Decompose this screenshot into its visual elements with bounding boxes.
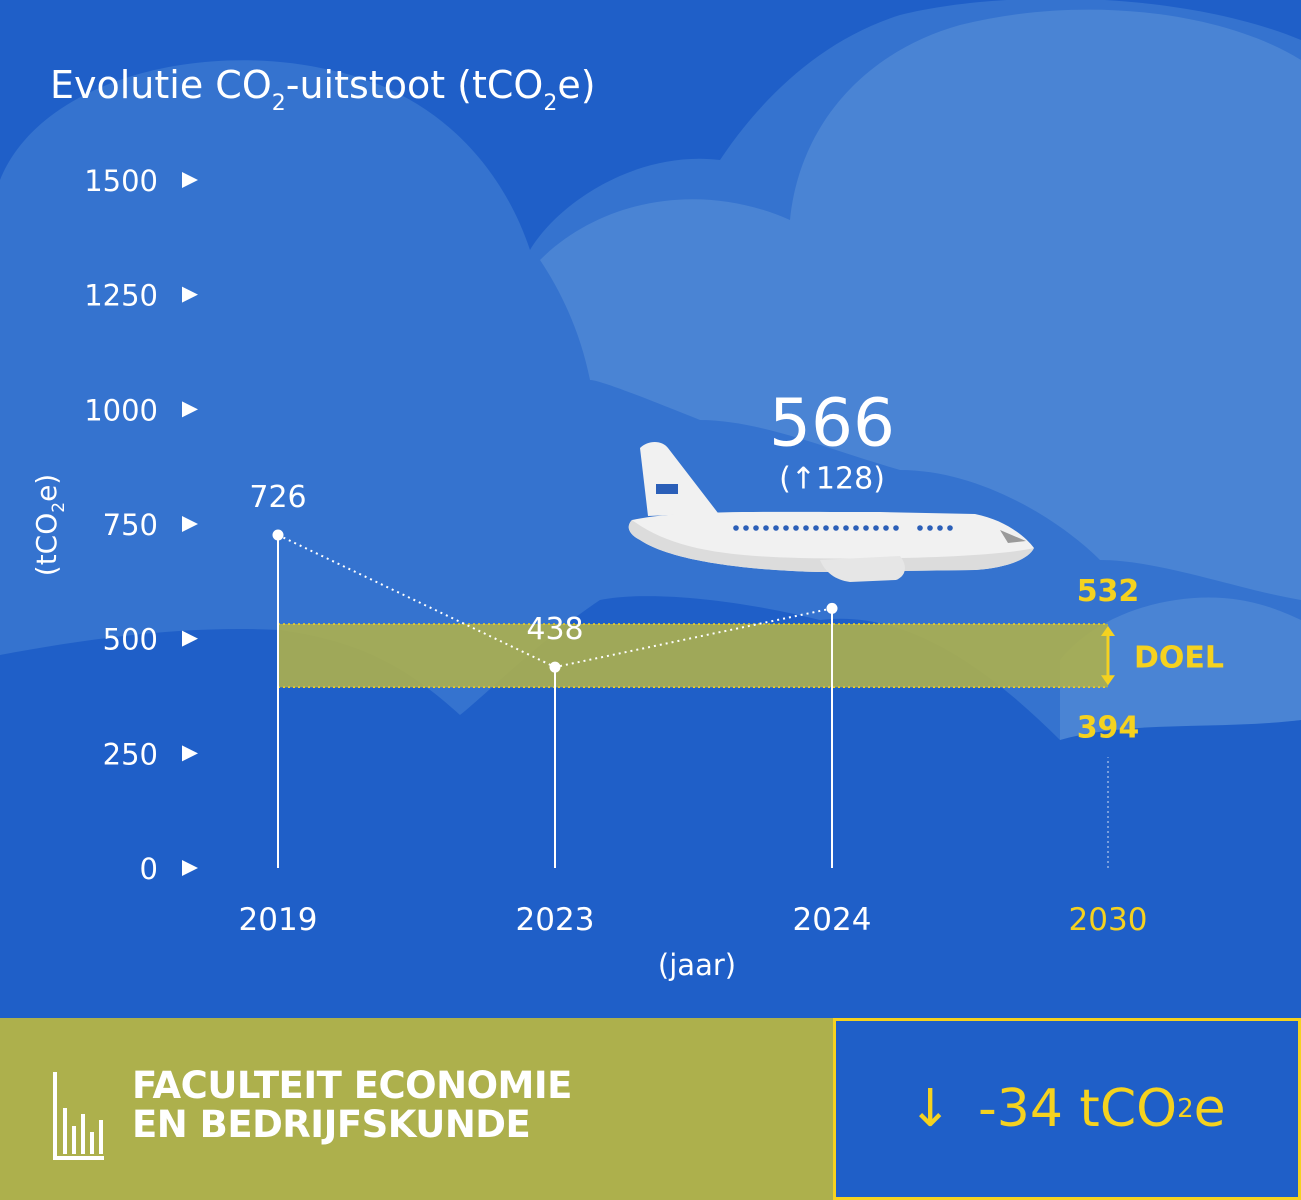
data-label: 438 (526, 612, 583, 647)
reduction-amount: -34 tCO (977, 1079, 1178, 1139)
emissions-chart: Evolutie CO2-uitstoot (tCO2e) (tCO2e) 0 2… (0, 0, 1301, 982)
faculty-name: FACULTEIT ECONOMIE EN BEDRIJFSKUNDE (132, 1066, 572, 1144)
data-point (549, 661, 561, 673)
y-axis-label: (tCO2e) (30, 474, 69, 576)
target-band (278, 623, 1108, 688)
change-label: (↑128) (779, 461, 885, 496)
target-high-label: 532 (1077, 574, 1140, 609)
faculty-line-2: EN BEDRIJFSKUNDE (132, 1103, 531, 1146)
target-low-label: 394 (1077, 710, 1140, 745)
y-tick-arrow (182, 860, 198, 876)
y-tick-label: 250 (103, 737, 158, 771)
reduction-unit: e (1193, 1079, 1226, 1139)
x-tick-label: 2023 (516, 902, 595, 938)
x-tick-label: 2030 (1069, 902, 1148, 938)
faculty-line-1: FACULTEIT ECONOMIE (132, 1064, 572, 1107)
x-axis: 2019 2023 2024 2030 (239, 902, 1148, 938)
chart-title: Evolutie CO2-uitstoot (tCO2e) (50, 63, 596, 116)
data-point (272, 529, 284, 541)
y-tick-label: 500 (103, 623, 158, 657)
y-tick-arrow (182, 286, 198, 303)
down-arrow-icon: ↓ (908, 1079, 952, 1139)
x-tick-label: 2024 (793, 902, 872, 938)
airplane-icon (628, 442, 1034, 582)
y-tick-label: 750 (103, 508, 158, 542)
faculty-panel: FACULTEIT ECONOMIE EN BEDRIJFSKUNDE (0, 1018, 833, 1200)
y-tick-arrow (182, 172, 198, 188)
x-tick-label: 2019 (239, 902, 318, 938)
y-tick-label: 0 (140, 852, 158, 886)
y-tick-label: 1500 (84, 164, 158, 198)
x-axis-label: (jaar) (658, 948, 736, 982)
target-label: DOEL (1134, 641, 1224, 676)
data-label: 726 (249, 480, 306, 515)
y-tick-arrow (182, 401, 198, 418)
y-tick-label: 1250 (84, 279, 158, 313)
data-point (826, 602, 838, 614)
y-axis: 0 250 500 750 1000 1250 1500 (84, 164, 198, 886)
y-tick-label: 1000 (84, 393, 158, 427)
y-tick-arrow (182, 745, 198, 762)
bar-chart-icon (53, 1072, 104, 1160)
y-tick-arrow (182, 630, 198, 647)
data-label-highlight: 566 (769, 384, 895, 461)
reduction-value: ↓ -34 tCO 2 e (836, 1021, 1298, 1197)
target-arrow-up-icon (1101, 625, 1115, 636)
reduction-subscript: 2 (1177, 1094, 1194, 1124)
y-tick-arrow (182, 516, 198, 532)
target-arrow-down-icon (1101, 675, 1115, 686)
reduction-panel: ↓ -34 tCO 2 e (833, 1018, 1301, 1200)
